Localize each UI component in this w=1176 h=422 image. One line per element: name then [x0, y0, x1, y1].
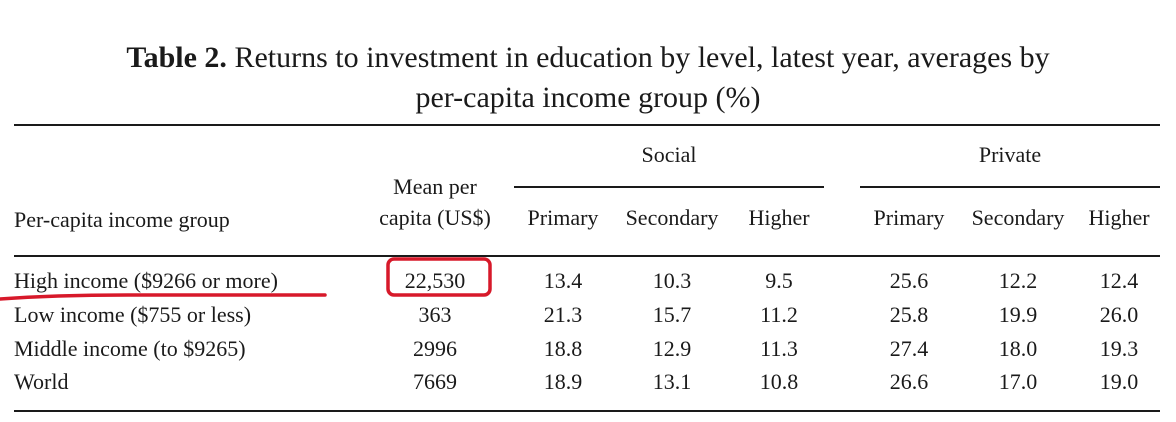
row-return-value: 26.0 — [1099, 302, 1139, 327]
row-return-value: 18.0 — [998, 336, 1038, 361]
row-mean-value: 2996 — [413, 336, 457, 361]
social-rule — [514, 186, 824, 188]
social-header: Social — [641, 142, 697, 167]
row-return-value: 13.1 — [652, 369, 692, 394]
row-return-value: 18.9 — [543, 369, 583, 394]
sub-header: Primary — [873, 205, 945, 230]
row-return-value: 15.7 — [652, 302, 692, 327]
row-mean-value: 7669 — [413, 369, 457, 394]
row-return-value: 11.2 — [760, 302, 798, 327]
header-rule — [14, 255, 1160, 257]
caption-label: Table 2. — [126, 41, 227, 74]
row-return-value: 26.6 — [889, 369, 929, 394]
row-mean-value: 363 — [418, 302, 452, 327]
row-return-value: 9.5 — [765, 268, 793, 293]
group-header: Per-capita income group — [14, 207, 230, 232]
private-rule — [860, 186, 1160, 188]
underline-stroke — [0, 293, 327, 301]
mean-header-line1: Mean per — [393, 174, 477, 199]
row-return-value: 21.3 — [543, 302, 583, 327]
sub-header: Higher — [748, 205, 810, 230]
row-return-value: 19.9 — [998, 302, 1038, 327]
row-return-value: 12.2 — [998, 268, 1038, 293]
row-group-label: Low income ($755 or less) — [14, 302, 252, 327]
row-group-label: Middle income (to $9265) — [14, 336, 246, 361]
row-group-label: High income ($9266 or more) — [14, 268, 278, 293]
row-return-value: 25.8 — [889, 302, 929, 327]
sub-header: Higher — [1088, 205, 1150, 230]
row-return-value: 25.6 — [889, 268, 929, 293]
mean-header-line2: capita (US$) — [379, 205, 491, 230]
row-return-value: 11.3 — [760, 336, 798, 361]
row-return-value: 19.3 — [1099, 336, 1139, 361]
row-return-value: 17.0 — [998, 369, 1038, 394]
row-return-value: 12.4 — [1099, 268, 1139, 293]
row-return-value: 18.8 — [543, 336, 583, 361]
private-header: Private — [978, 142, 1042, 167]
row-return-value: 10.3 — [652, 268, 692, 293]
row-return-value: 12.9 — [652, 336, 692, 361]
sub-header: Secondary — [971, 205, 1065, 230]
row-return-value: 27.4 — [889, 336, 929, 361]
sub-header: Primary — [527, 205, 599, 230]
caption-line2: per-capita income group (%) — [415, 81, 761, 114]
caption-text: Returns to investment in education by le… — [226, 41, 1050, 74]
row-group-label: World — [14, 369, 69, 394]
row-return-value: 13.4 — [543, 268, 583, 293]
top-rule — [14, 124, 1160, 126]
highlight-box — [386, 257, 492, 297]
sub-header: Secondary — [625, 205, 719, 230]
row-return-value: 19.0 — [1099, 369, 1139, 394]
row-return-value: 10.8 — [759, 369, 799, 394]
row-mean-value: 22,530 — [404, 268, 466, 293]
table-caption: Table 2. Returns to investment in educat… — [0, 38, 1176, 118]
bottom-rule — [14, 410, 1160, 412]
